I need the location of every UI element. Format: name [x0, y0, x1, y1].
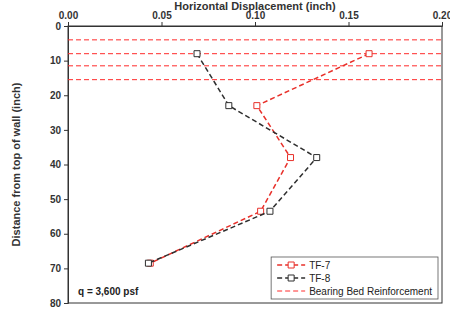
legend-label: TF-8 — [309, 273, 331, 284]
y-tick-label: 20 — [50, 90, 62, 101]
y-tick: 70 — [50, 263, 68, 274]
series-marker — [194, 51, 200, 57]
plot-frame — [68, 26, 442, 303]
y-axis-title: Distance from top of wall (inch) — [10, 82, 22, 246]
annotation: q = 3,600 psf — [78, 286, 139, 297]
x-tick-label: 0.15 — [339, 10, 359, 21]
x-tick: 0.20 — [433, 10, 450, 26]
y-tick-label: 0 — [55, 21, 61, 32]
y-tick-label: 60 — [50, 228, 62, 239]
y-tick: 30 — [50, 125, 68, 136]
legend-marker — [288, 262, 294, 268]
x-tick-mark — [68, 22, 69, 26]
y-tick: 80 — [50, 298, 68, 309]
legend: TF-7 TF-8 Bearing Bed Reinforcement — [271, 257, 438, 299]
y-tick-label: 50 — [50, 194, 62, 205]
y-tick-mark — [64, 130, 68, 131]
legend-swatch — [277, 291, 305, 292]
y-tick: 50 — [50, 194, 68, 205]
x-tick-label: 0.20 — [433, 10, 450, 21]
y-tick-mark — [64, 95, 68, 96]
y-tick-mark — [64, 199, 68, 200]
legend-label: TF-7 — [309, 260, 331, 271]
y-tick: 0 — [55, 21, 68, 32]
series-marker — [366, 51, 372, 57]
x-tick-mark — [255, 22, 256, 26]
y-tick: 10 — [50, 55, 68, 66]
y-tick-mark — [64, 61, 68, 62]
series-marker — [267, 208, 273, 214]
marks — [68, 40, 442, 266]
series-marker — [145, 260, 151, 266]
x-tick: 0.15 — [339, 10, 359, 26]
y-tick-mark — [64, 165, 68, 166]
y-tick-label: 80 — [50, 298, 62, 309]
y-tick: 60 — [50, 228, 68, 239]
x-tick-label: 0.00 — [59, 10, 79, 21]
x-tick: 0.00 — [59, 10, 79, 26]
legend-marker — [288, 275, 294, 281]
y-tick-mark — [64, 234, 68, 235]
legend-label: Bearing Bed Reinforcement — [309, 286, 432, 297]
reinforcement-line — [68, 79, 442, 80]
x-axis-title: Horizontal Displacement (inch) — [174, 0, 336, 12]
x-tick-label: 0.05 — [152, 10, 172, 21]
x-tick: 0.05 — [152, 10, 172, 26]
plot: 0.00 0.05 0.10 0.15 0.20 0 10 20 30 40 50 60 70 80 q =… — [50, 10, 450, 309]
x-axis-line — [69, 22, 443, 27]
legend-box — [271, 257, 438, 299]
series-marker — [314, 155, 320, 161]
x-tick-mark — [442, 22, 443, 26]
x-tick: 0.10 — [246, 10, 266, 26]
series-marker — [288, 155, 294, 161]
series-line — [150, 54, 369, 263]
reinforcement-line — [68, 65, 442, 66]
x-tick-mark — [162, 22, 163, 26]
chart: 0.00 0.05 0.10 0.15 0.20 0 10 20 30 40 50 60 70 80 q =… — [0, 0, 450, 313]
y-tick: 40 — [50, 159, 68, 170]
y-tick-mark — [64, 26, 68, 27]
series-marker — [226, 103, 232, 109]
reinforcement-line — [68, 53, 442, 54]
x-tick-mark — [349, 22, 350, 26]
y-tick-label: 70 — [50, 263, 62, 274]
x-axis: 0.00 0.05 0.10 0.15 0.20 — [59, 10, 450, 27]
reinforcement-line — [68, 39, 442, 40]
series-marker — [254, 103, 260, 109]
y-axis: 0 10 20 30 40 50 60 70 80 — [50, 21, 69, 309]
y-tick-label: 40 — [50, 159, 62, 170]
y-tick-mark — [64, 268, 68, 269]
y-tick-label: 10 — [50, 55, 62, 66]
y-tick-label: 30 — [50, 125, 62, 136]
y-axis-line — [64, 27, 69, 304]
y-tick-mark — [64, 303, 68, 304]
series-line — [148, 54, 316, 263]
series-marker — [258, 208, 264, 214]
y-tick: 20 — [50, 90, 68, 101]
